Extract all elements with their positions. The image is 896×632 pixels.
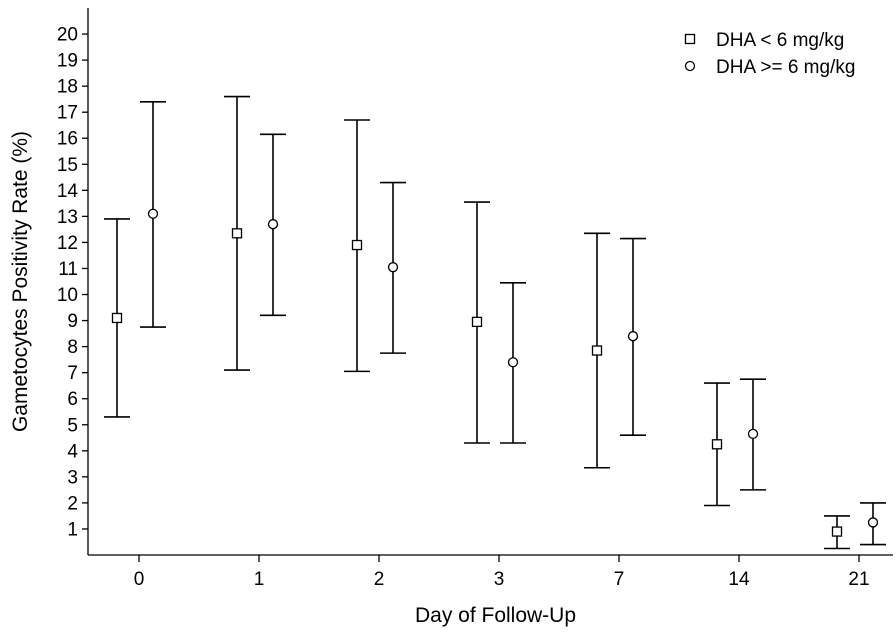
y-tick-label: 14: [57, 181, 79, 202]
x-tick-label: 21: [848, 569, 869, 590]
y-tick-label: 10: [57, 285, 78, 306]
square-point: [111, 312, 123, 324]
legend: DHA < 6 mg/kg DHA >= 6 mg/kg: [684, 30, 855, 78]
square-point: [231, 228, 243, 239]
y-tick-label: 17: [57, 103, 78, 124]
y-tick-label: 3: [67, 467, 78, 488]
y-tick-label: 1: [67, 519, 78, 540]
square-point: [351, 239, 363, 251]
x-tick-label: 3: [494, 569, 505, 590]
data-points: [111, 208, 879, 537]
y-tick-label: 16: [57, 129, 78, 150]
y-tick-label: 12: [57, 233, 78, 254]
circle-point: [507, 357, 519, 368]
x-axis: 0 1 2 3 7 14 21: [88, 554, 893, 590]
y-axis-title: Gametocytes Positivity Rate (%): [9, 131, 32, 432]
y-tick-label: 20: [57, 25, 78, 46]
x-axis-title: Day of Follow-Up: [415, 604, 576, 627]
circle-point: [267, 219, 279, 230]
x-tick-label: 1: [254, 569, 265, 590]
y-tick-label: 9: [67, 311, 78, 332]
circle-point: [147, 208, 159, 219]
error-bars: [104, 95, 886, 550]
y-tick-label: 18: [57, 77, 78, 98]
y-tick-label: 15: [57, 155, 78, 176]
y-tick-label: 8: [67, 337, 78, 358]
x-tick-label: 2: [374, 569, 385, 590]
y-tick-label: 6: [67, 389, 78, 410]
legend-label: DHA < 6 mg/kg: [716, 30, 844, 51]
square-point: [831, 526, 843, 537]
x-tick-label: 14: [728, 569, 750, 590]
legend-label: DHA >= 6 mg/kg: [716, 57, 855, 78]
circle-point: [627, 331, 639, 342]
x-tick-label: 7: [614, 569, 625, 590]
y-tick-label: 2: [67, 493, 78, 514]
legend-square-icon: [684, 33, 696, 45]
legend-circle-icon: [684, 60, 696, 72]
circle-point: [867, 517, 879, 528]
y-tick-label: 5: [67, 415, 78, 436]
y-tick-label: 7: [67, 363, 78, 384]
y-tick-label: 19: [57, 51, 78, 72]
circle-point: [387, 262, 399, 273]
circle-point: [747, 428, 759, 440]
square-point: [711, 439, 723, 450]
square-point: [591, 345, 603, 356]
y-tick-label: 13: [57, 207, 78, 228]
x-tick-label: 0: [134, 569, 145, 590]
y-tick-label: 4: [67, 441, 78, 462]
square-point: [471, 316, 483, 328]
y-tick-label: 11: [58, 259, 78, 280]
